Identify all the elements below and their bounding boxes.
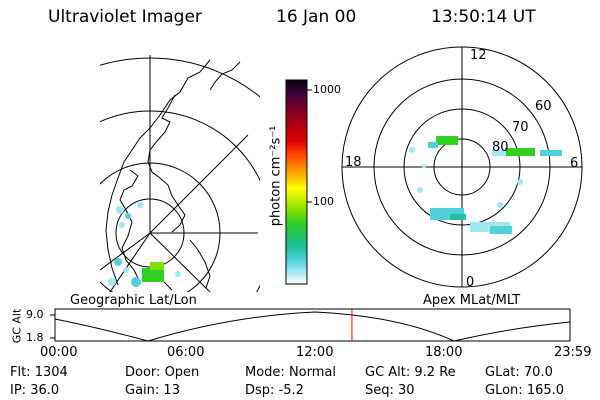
orbit-y-tick-9: 9.0	[26, 308, 44, 321]
orbit-x-tick-2359: 23:59	[554, 345, 592, 360]
orbit-x-tick-1800: 18:00	[425, 345, 463, 360]
status-mode: Mode: Normal	[245, 365, 336, 380]
colorbar-tick-label-1000: 1000	[313, 83, 341, 96]
left-emission	[108, 202, 181, 287]
status-glon: GLon: 165.0	[485, 383, 565, 398]
colorbar-tick-label-100: 100	[313, 195, 334, 208]
time-label: 13:50:14 UT	[431, 7, 536, 27]
orbit-x-tick-1200: 12:00	[296, 345, 334, 360]
orbit-y-label: GC Alt	[10, 308, 24, 344]
orbit-x-tick-0000: 00:00	[40, 345, 78, 360]
right-emission	[409, 136, 562, 234]
mlt-label-0: 0	[466, 275, 475, 290]
status-seq: Seq: 30	[365, 383, 415, 398]
coastline	[209, 61, 241, 91]
lat-label-70: 70	[512, 120, 529, 135]
meridian	[149, 232, 211, 292]
coastline	[189, 239, 211, 289]
orbit-plot-frame	[54, 308, 571, 342]
colorbar-strip	[285, 79, 308, 285]
mlt-label-6: 6	[570, 156, 579, 171]
meridian	[149, 134, 249, 234]
orbit-y-tick-1-8: 1.8	[26, 331, 44, 344]
instrument-title: Ultraviolet Imager	[48, 7, 202, 27]
status-door: Door: Open	[125, 365, 200, 380]
status-gain: Gain: 13	[125, 383, 180, 398]
status-gc-alt: GC Alt: 9.2 Re	[365, 365, 456, 380]
orbit-altitude-curve	[54, 311, 571, 342]
status-ip: IP: 36.0	[10, 383, 60, 398]
lat-label-60: 60	[535, 99, 552, 114]
status-glat: GLat: 70.0	[485, 365, 553, 380]
coastline	[105, 59, 211, 286]
coastline	[147, 94, 186, 233]
status-flt: Flt: 1304	[10, 365, 68, 380]
right-map-label: Apex MLat/MLT	[423, 293, 521, 308]
mlt-label-18: 18	[345, 155, 362, 170]
lat-label-80: 80	[492, 140, 509, 155]
date-label: 16 Jan 00	[276, 7, 357, 27]
orbit-x-tick-0600: 06:00	[167, 345, 205, 360]
mlt-label-12: 12	[470, 48, 487, 63]
status-dsp: Dsp: -5.2	[245, 383, 304, 398]
left-map-label: Geographic Lat/Lon	[70, 293, 197, 308]
meridian	[100, 232, 151, 271]
